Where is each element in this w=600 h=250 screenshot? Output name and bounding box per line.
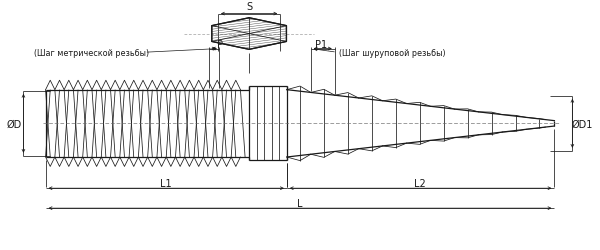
- Text: ØD: ØD: [6, 119, 22, 129]
- Text: ØD1: ØD1: [572, 119, 593, 129]
- Text: P: P: [217, 39, 223, 49]
- Text: P1: P1: [315, 39, 327, 49]
- Text: L: L: [297, 198, 303, 208]
- Text: (Шаг метрической резьбы): (Шаг метрической резьбы): [34, 48, 149, 58]
- Text: L2: L2: [414, 178, 425, 188]
- Text: L1: L1: [160, 178, 172, 188]
- Text: (Шаг шуруповой резьбы): (Шаг шуруповой резьбы): [339, 48, 446, 58]
- Text: S: S: [246, 2, 252, 12]
